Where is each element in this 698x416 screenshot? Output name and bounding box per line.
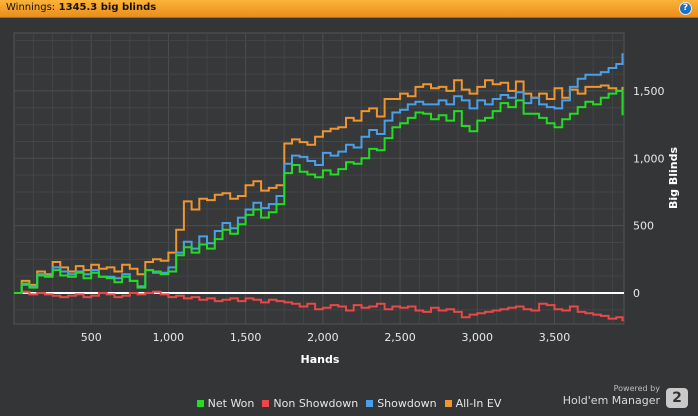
x-tick-label: 3,500 — [539, 331, 571, 344]
x-tick-label: 500 — [81, 331, 102, 344]
legend-label: All-In EV — [455, 397, 502, 410]
legend-swatch — [262, 400, 270, 407]
product-name: Hold'em Manager — [562, 394, 660, 407]
legend: Net Won Non Showdown Showdown All-In EV — [0, 397, 698, 410]
series-line-all-in-ev — [14, 79, 624, 294]
plot-area — [13, 32, 625, 325]
winnings-label: Winnings: — [6, 2, 56, 13]
powered-by-text: Powered by — [613, 384, 660, 393]
x-tick-label: 1,000 — [153, 331, 185, 344]
legend-swatch — [444, 400, 452, 407]
winnings-value: 1345.3 big blinds — [58, 2, 157, 13]
legend-label: Non Showdown — [273, 397, 359, 410]
legend-item: Non Showdown — [262, 397, 358, 410]
x-tick-label: 3,000 — [462, 331, 494, 344]
y-axis: 0 500 1,000 1,500 — [633, 85, 665, 300]
x-tick-label: 2,500 — [384, 331, 416, 344]
x-axis-title: Hands — [301, 353, 340, 366]
legend-label: Showdown — [377, 397, 437, 410]
y-axis-title: Big Blinds — [667, 147, 680, 209]
y-tick-label: 0 — [633, 287, 640, 300]
series-lines — [14, 53, 624, 322]
branding: Powered by Hold'em Manager 2 — [548, 384, 688, 412]
legend-label: Net Won — [207, 397, 255, 410]
title-bar: Winnings: 1345.3 big blinds ? — [0, 0, 698, 18]
series-line-non-showdown — [14, 290, 624, 322]
x-tick-label: 2,000 — [307, 331, 339, 344]
grid-lines — [14, 33, 624, 324]
series-line-showdown — [14, 53, 624, 294]
x-tick-label: 1,500 — [230, 331, 262, 344]
series-line-net-won — [14, 89, 624, 294]
legend-item: Showdown — [366, 397, 437, 410]
legend-swatch — [366, 400, 374, 407]
y-tick-label: 1,000 — [633, 152, 665, 165]
legend-item: All-In EV — [444, 397, 502, 410]
legend-item: Net Won — [196, 397, 255, 410]
product-logo-badge: 2 — [666, 388, 688, 408]
legend-swatch — [196, 400, 204, 407]
help-icon[interactable]: ? — [679, 2, 692, 15]
y-tick-label: 1,500 — [633, 85, 665, 98]
x-axis: 500 1,000 1,500 2,000 2,500 3,000 3,500 — [81, 331, 571, 344]
winnings-summary: Winnings: 1345.3 big blinds — [6, 2, 156, 13]
y-tick-label: 500 — [633, 220, 654, 233]
